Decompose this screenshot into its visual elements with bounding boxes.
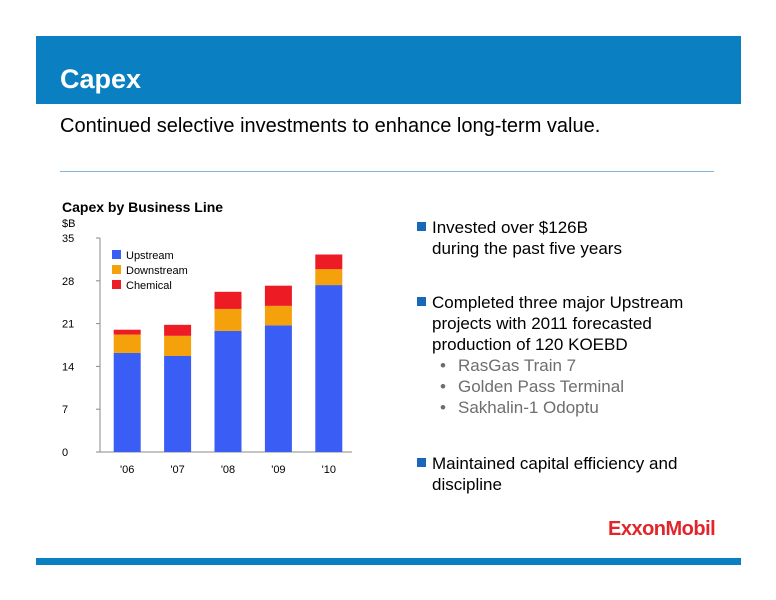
- legend-label: Chemical: [126, 280, 172, 292]
- y-tick-label: 35: [62, 233, 74, 245]
- chart-title: Capex by Business Line: [62, 199, 224, 215]
- bar-segment-upstream: [113, 352, 141, 452]
- legend: Upstream Downstream Chemical: [112, 250, 188, 292]
- page-subtitle: Continued selective investments to enhan…: [60, 115, 601, 137]
- capex-chart: 0 7 14 21 28 35 '06 '07 '08 '09 '10 Upstream Downs…: [62, 233, 352, 476]
- bullet-line: production of 120 KOEBD: [432, 335, 628, 354]
- bar-segment-chemical: [113, 329, 141, 335]
- bar-segment-chemical: [315, 254, 343, 270]
- bullet-square-icon: [417, 297, 426, 306]
- bar-segment-downstream: [113, 334, 141, 353]
- bar-segment-downstream: [315, 269, 343, 286]
- bar-segment-upstream: [264, 325, 292, 452]
- bar-segment-chemical: [214, 291, 242, 309]
- x-tick-label: '09: [271, 464, 285, 476]
- legend-label: Upstream: [126, 250, 174, 262]
- bar-segment-upstream: [214, 330, 242, 452]
- sub-bullet: • RasGas Train 7: [440, 355, 624, 376]
- x-tick-label: '08: [221, 464, 235, 476]
- y-tick-label: 28: [62, 276, 74, 288]
- sub-bullet: • Golden Pass Terminal: [440, 376, 624, 397]
- x-tick-label: '07: [170, 464, 184, 476]
- bar-segment-chemical: [264, 285, 292, 306]
- sub-bullet-text: RasGas Train 7: [458, 356, 577, 375]
- divider: [60, 171, 714, 172]
- bullet-line: projects with 2011 forecasted: [432, 314, 652, 333]
- page-title: Capex: [60, 64, 142, 94]
- legend-swatch: [112, 265, 121, 274]
- y-tick-label: 0: [62, 447, 68, 459]
- dot-icon: •: [440, 398, 446, 417]
- bullet-line: Maintained capital efficiency and: [432, 454, 678, 473]
- dot-icon: •: [440, 356, 446, 375]
- bar-segment-upstream: [315, 285, 343, 452]
- bullet-line: Completed three major Upstream: [432, 293, 684, 312]
- bullet-1: Invested over $126B during the past five…: [417, 217, 622, 259]
- bullet-2: Completed three major Upstream projects …: [417, 292, 683, 355]
- bars: [113, 254, 343, 452]
- x-axis-ticks: '06 '07 '08 '09 '10: [120, 464, 336, 476]
- dot-icon: •: [440, 377, 446, 396]
- bullet-3: Maintained capital efficiency and discip…: [417, 453, 677, 495]
- y-axis-unit: $B: [62, 218, 76, 230]
- exxonmobil-logo: ExxonMobil: [608, 518, 716, 540]
- footer-band: [36, 558, 741, 565]
- sub-bullet-text: Sakhalin-1 Odoptu: [458, 398, 599, 417]
- bar-segment-downstream: [214, 308, 242, 331]
- legend-label: Downstream: [126, 265, 188, 277]
- sub-bullet-list: • RasGas Train 7 • Golden Pass Terminal • S…: [440, 355, 624, 418]
- header-band: [36, 36, 741, 104]
- bullet-square-icon: [417, 458, 426, 467]
- x-tick-label: '10: [322, 464, 336, 476]
- bar-segment-downstream: [264, 305, 292, 326]
- bullet-square-icon: [417, 222, 426, 231]
- legend-swatch: [112, 280, 121, 289]
- y-tick-label: 14: [62, 361, 74, 373]
- x-tick-label: '06: [120, 464, 134, 476]
- sub-bullet: • Sakhalin-1 Odoptu: [440, 397, 624, 418]
- bar-segment-downstream: [164, 335, 192, 357]
- y-tick-label: 7: [62, 404, 68, 416]
- legend-swatch: [112, 250, 121, 259]
- bullet-line: discipline: [432, 475, 502, 494]
- bullet-line: during the past five years: [432, 239, 622, 258]
- y-tick-label: 21: [62, 319, 74, 331]
- sub-bullet-text: Golden Pass Terminal: [458, 377, 624, 396]
- y-axis-ticks: 0 7 14 21 28 35: [62, 233, 100, 459]
- bar-segment-upstream: [164, 356, 192, 452]
- bullet-line: Invested over $126B: [432, 218, 588, 237]
- bar-segment-chemical: [164, 324, 192, 336]
